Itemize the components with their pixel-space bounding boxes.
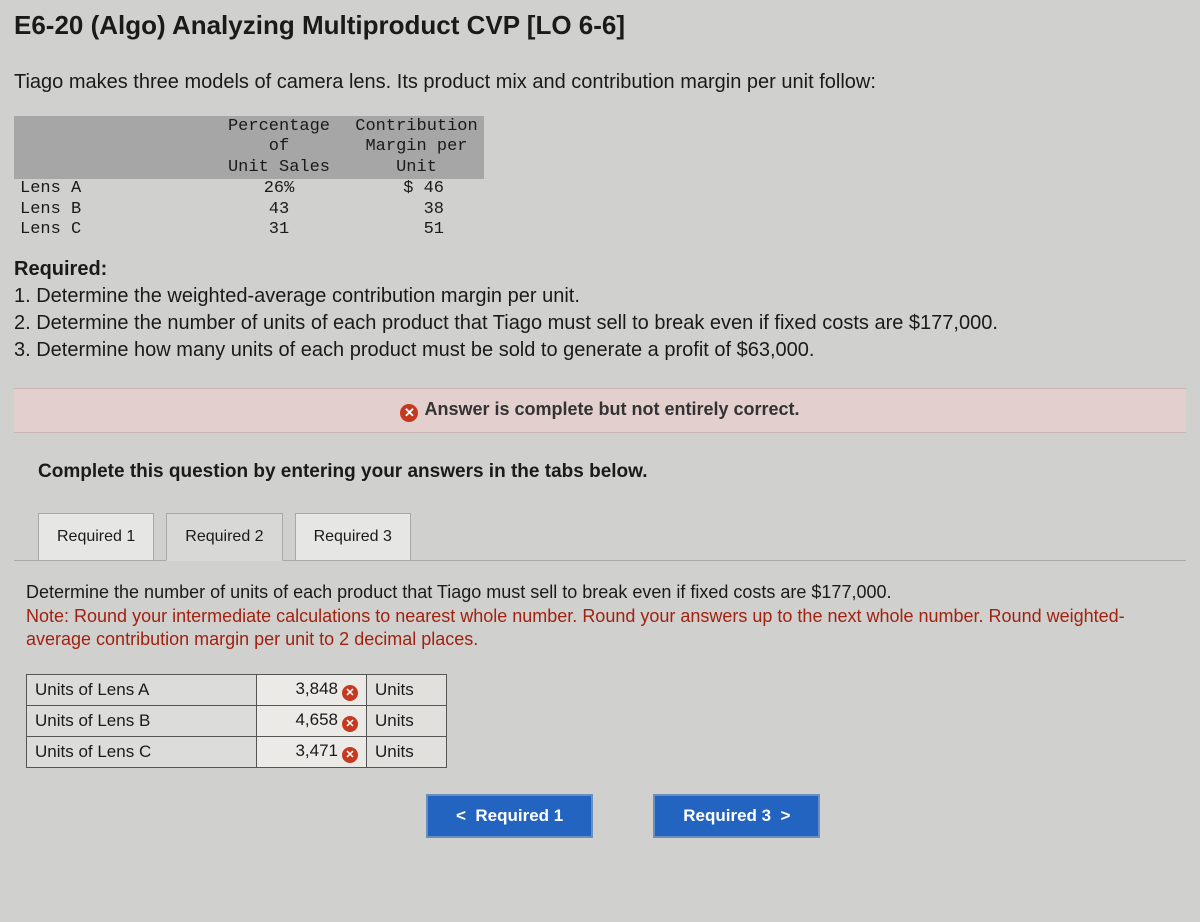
table-row: Lens C 31 51 [14,220,484,240]
tab-required-2[interactable]: Required 2 [166,513,282,561]
answer-label: Units of Lens C [27,736,257,767]
row-pct: 43 [209,200,349,220]
answer-row: Units of Lens C 3,471✕ Units [27,736,447,767]
error-icon: ✕ [400,404,418,422]
required-heading: Required: [14,258,1186,281]
feedback-text: Answer is complete but not entirely corr… [424,399,799,419]
tab-bar: Required 1 Required 2 Required 3 [38,513,1186,561]
wrong-icon: ✕ [342,716,358,732]
question-note: Note: Round your intermediate calculatio… [26,605,1162,652]
intro-text: Tiago makes three models of camera lens.… [14,71,1186,94]
row-cm: $ 46 [349,179,484,199]
table-corner [14,116,209,179]
product-mix-table: Percentage ofUnit Sales ContributionMarg… [14,116,484,240]
row-cm: 51 [349,220,484,240]
requirement-item: 1. Determine the weighted-average contri… [14,283,1186,310]
answer-label: Units of Lens A [27,674,257,705]
prev-button[interactable]: < Required 1 [426,794,593,838]
tab-panel: Determine the number of units of each pr… [14,560,1186,837]
answer-row: Units of Lens B 4,658✕ Units [27,705,447,736]
chevron-left-icon: < [456,806,475,825]
table-row: Lens B 43 38 [14,200,484,220]
answer-label: Units of Lens B [27,705,257,736]
wrong-icon: ✕ [342,747,358,763]
col-header-pct: Percentage ofUnit Sales [209,116,349,179]
next-label: Required 3 [683,806,771,825]
requirement-item: 3. Determine how many units of each prod… [14,337,1186,364]
answer-value-cell[interactable]: 3,471✕ [257,736,367,767]
requirement-item: 2. Determine the number of units of each… [14,310,1186,337]
answer-value: 3,848 [295,679,338,698]
answer-value: 3,471 [295,741,338,760]
prev-label: Required 1 [475,806,563,825]
instruction-text: Complete this question by entering your … [38,461,1186,483]
row-label: Lens C [14,220,209,240]
feedback-banner: ✕ Answer is complete but not entirely cor… [14,388,1186,433]
row-label: Lens A [14,179,209,199]
next-button[interactable]: Required 3 > [653,794,820,838]
answer-value-cell[interactable]: 3,848✕ [257,674,367,705]
question-text: Determine the number of units of each pr… [26,581,1162,604]
row-cm: 38 [349,200,484,220]
tab-required-1[interactable]: Required 1 [38,513,154,561]
nav-buttons: < Required 1 Required 3 > [426,794,1162,838]
table-row: Lens A 26% $ 46 [14,179,484,199]
answer-value-cell[interactable]: 4,658✕ [257,705,367,736]
col-header-cm: ContributionMargin perUnit [349,116,484,179]
page-title: E6-20 (Algo) Analyzing Multiproduct CVP … [14,10,1186,41]
row-pct: 26% [209,179,349,199]
answer-unit: Units [367,674,447,705]
row-label: Lens B [14,200,209,220]
tab-required-3[interactable]: Required 3 [295,513,411,561]
wrong-icon: ✕ [342,685,358,701]
answer-table: Units of Lens A 3,848✕ Units Units of Le… [26,674,447,768]
answer-value: 4,658 [295,710,338,729]
answer-row: Units of Lens A 3,848✕ Units [27,674,447,705]
answer-unit: Units [367,705,447,736]
row-pct: 31 [209,220,349,240]
answer-unit: Units [367,736,447,767]
chevron-right-icon: > [771,806,790,825]
